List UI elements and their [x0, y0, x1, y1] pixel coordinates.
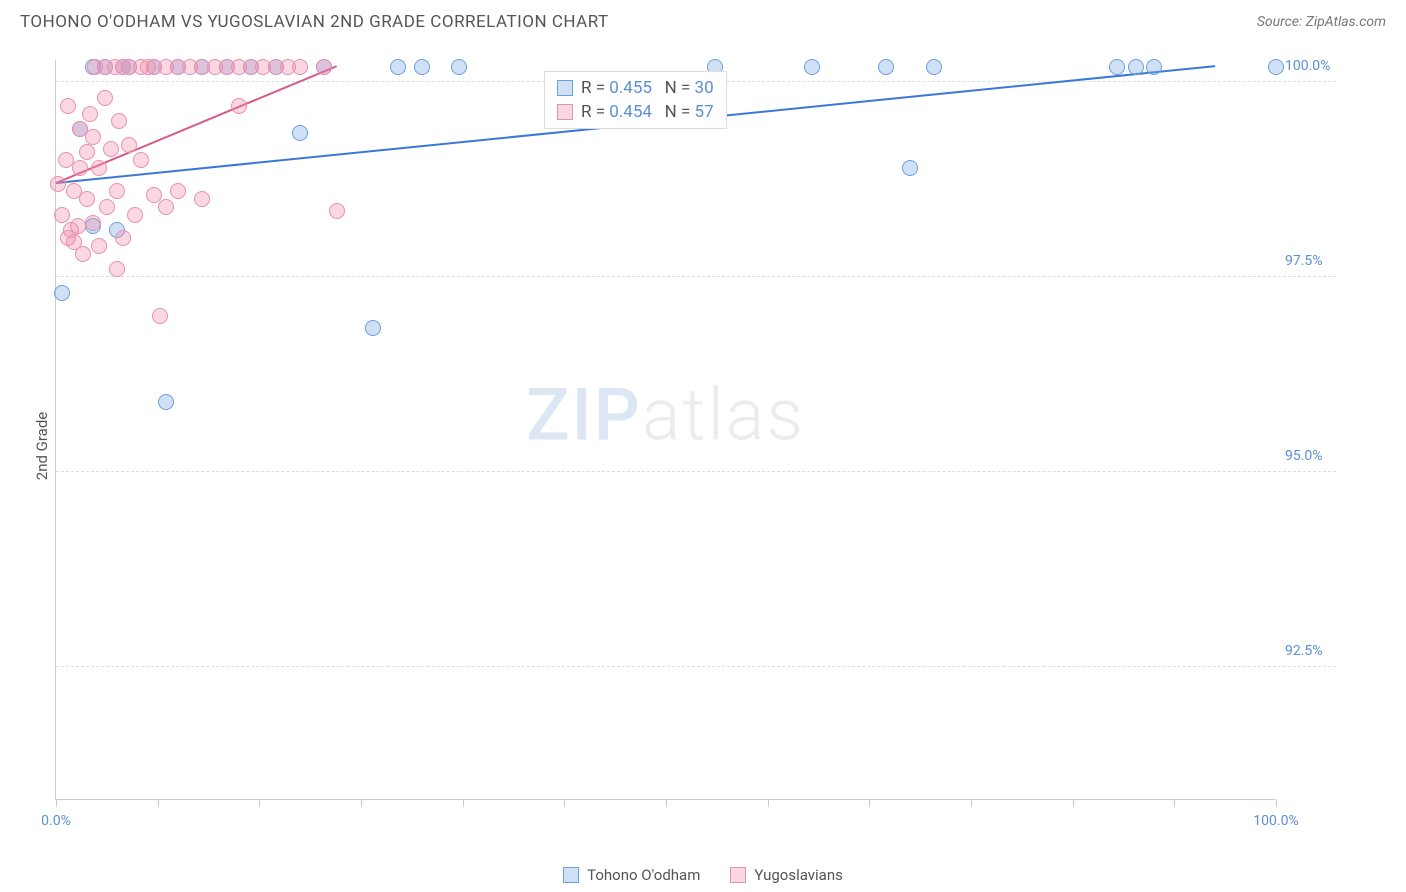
data-point [85, 215, 101, 231]
source-prefix: Source: [1257, 14, 1306, 30]
watermark: ZIPatlas [526, 372, 805, 457]
source-attribution: Source: ZipAtlas.com [1257, 14, 1386, 30]
x-tick [259, 799, 260, 807]
x-tick [56, 799, 57, 807]
x-tick [463, 799, 464, 807]
legend-stats: R = 0.455 N = 30 [581, 78, 714, 98]
data-point [127, 207, 143, 223]
data-point [1146, 59, 1162, 75]
data-point [365, 320, 381, 336]
data-point [99, 199, 115, 215]
data-point [926, 59, 942, 75]
data-point [109, 183, 125, 199]
chart-area: 2nd Grade ZIPatlas R = 0.455 N = 30R = 0… [0, 50, 1406, 842]
legend-item: Tohono O'odham [563, 866, 700, 884]
data-point [70, 218, 86, 234]
data-point [85, 129, 101, 145]
x-tick [768, 799, 769, 807]
header: TOHONO O'ODHAM VS YUGOSLAVIAN 2ND GRADE … [0, 0, 1406, 40]
legend-item: Yugoslavians [730, 866, 843, 884]
legend-swatch [730, 867, 746, 883]
x-tick [564, 799, 565, 807]
data-point [158, 394, 174, 410]
data-point [231, 98, 247, 114]
data-point [414, 59, 430, 75]
y-tick-label: 95.0% [1285, 448, 1345, 464]
source-name: ZipAtlas.com [1306, 14, 1386, 30]
data-point [72, 160, 88, 176]
legend-swatch [557, 80, 573, 96]
data-point [329, 203, 345, 219]
legend-row: R = 0.454 N = 57 [557, 100, 714, 124]
data-point [54, 285, 70, 301]
legend-label: Yugoslavians [754, 866, 843, 884]
x-tick [1174, 799, 1175, 807]
data-point [1109, 59, 1125, 75]
data-point [1268, 59, 1284, 75]
gridline [56, 471, 1336, 472]
x-tick [666, 799, 667, 807]
data-point [292, 125, 308, 141]
data-point [58, 152, 74, 168]
legend-label: Tohono O'odham [587, 866, 700, 884]
data-point [60, 98, 76, 114]
y-tick-label: 100.0% [1285, 58, 1345, 74]
data-point [109, 261, 125, 277]
plot-region: ZIPatlas R = 0.455 N = 30 R = 0.454 N = 5… [55, 60, 1275, 800]
gridline [56, 666, 1336, 667]
watermark-part1: ZIP [526, 372, 642, 457]
data-point [316, 59, 332, 75]
series-legend: Tohono O'odham Yugoslavians [0, 866, 1406, 884]
x-tick [361, 799, 362, 807]
x-tick-label: 100.0% [1253, 813, 1298, 829]
data-point [1128, 59, 1144, 75]
data-point [115, 230, 131, 246]
gridline [56, 276, 1336, 277]
data-point [50, 176, 66, 192]
watermark-part2: atlas [642, 372, 805, 457]
legend-swatch [563, 867, 579, 883]
data-point [91, 238, 107, 254]
data-point [82, 106, 98, 122]
data-point [91, 160, 107, 176]
data-point [133, 152, 149, 168]
legend-row: R = 0.455 N = 30 [557, 76, 714, 100]
y-axis-label: 2nd Grade [33, 412, 51, 480]
data-point [79, 144, 95, 160]
data-point [158, 199, 174, 215]
x-tick [1073, 799, 1074, 807]
data-point [194, 191, 210, 207]
data-point [97, 90, 113, 106]
data-point [111, 113, 127, 129]
data-point [170, 183, 186, 199]
chart-title: TOHONO O'ODHAM VS YUGOSLAVIAN 2ND GRADE … [20, 12, 609, 32]
data-point [79, 191, 95, 207]
data-point [103, 141, 119, 157]
x-tick [869, 799, 870, 807]
data-point [390, 59, 406, 75]
data-point [121, 137, 137, 153]
data-point [152, 308, 168, 324]
data-point [804, 59, 820, 75]
data-point [878, 59, 894, 75]
data-point [292, 59, 308, 75]
legend-stats: R = 0.454 N = 57 [581, 102, 714, 122]
legend-swatch [557, 104, 573, 120]
data-point [451, 59, 467, 75]
data-point [54, 207, 70, 223]
x-tick [971, 799, 972, 807]
x-tick [1276, 799, 1277, 807]
y-tick-label: 92.5% [1285, 643, 1345, 659]
x-tick [158, 799, 159, 807]
data-point [75, 246, 91, 262]
correlation-legend: R = 0.455 N = 30 R = 0.454 N = 57 [544, 71, 727, 129]
x-tick-label: 0.0% [41, 813, 71, 829]
y-tick-label: 97.5% [1285, 253, 1345, 269]
data-point [902, 160, 918, 176]
